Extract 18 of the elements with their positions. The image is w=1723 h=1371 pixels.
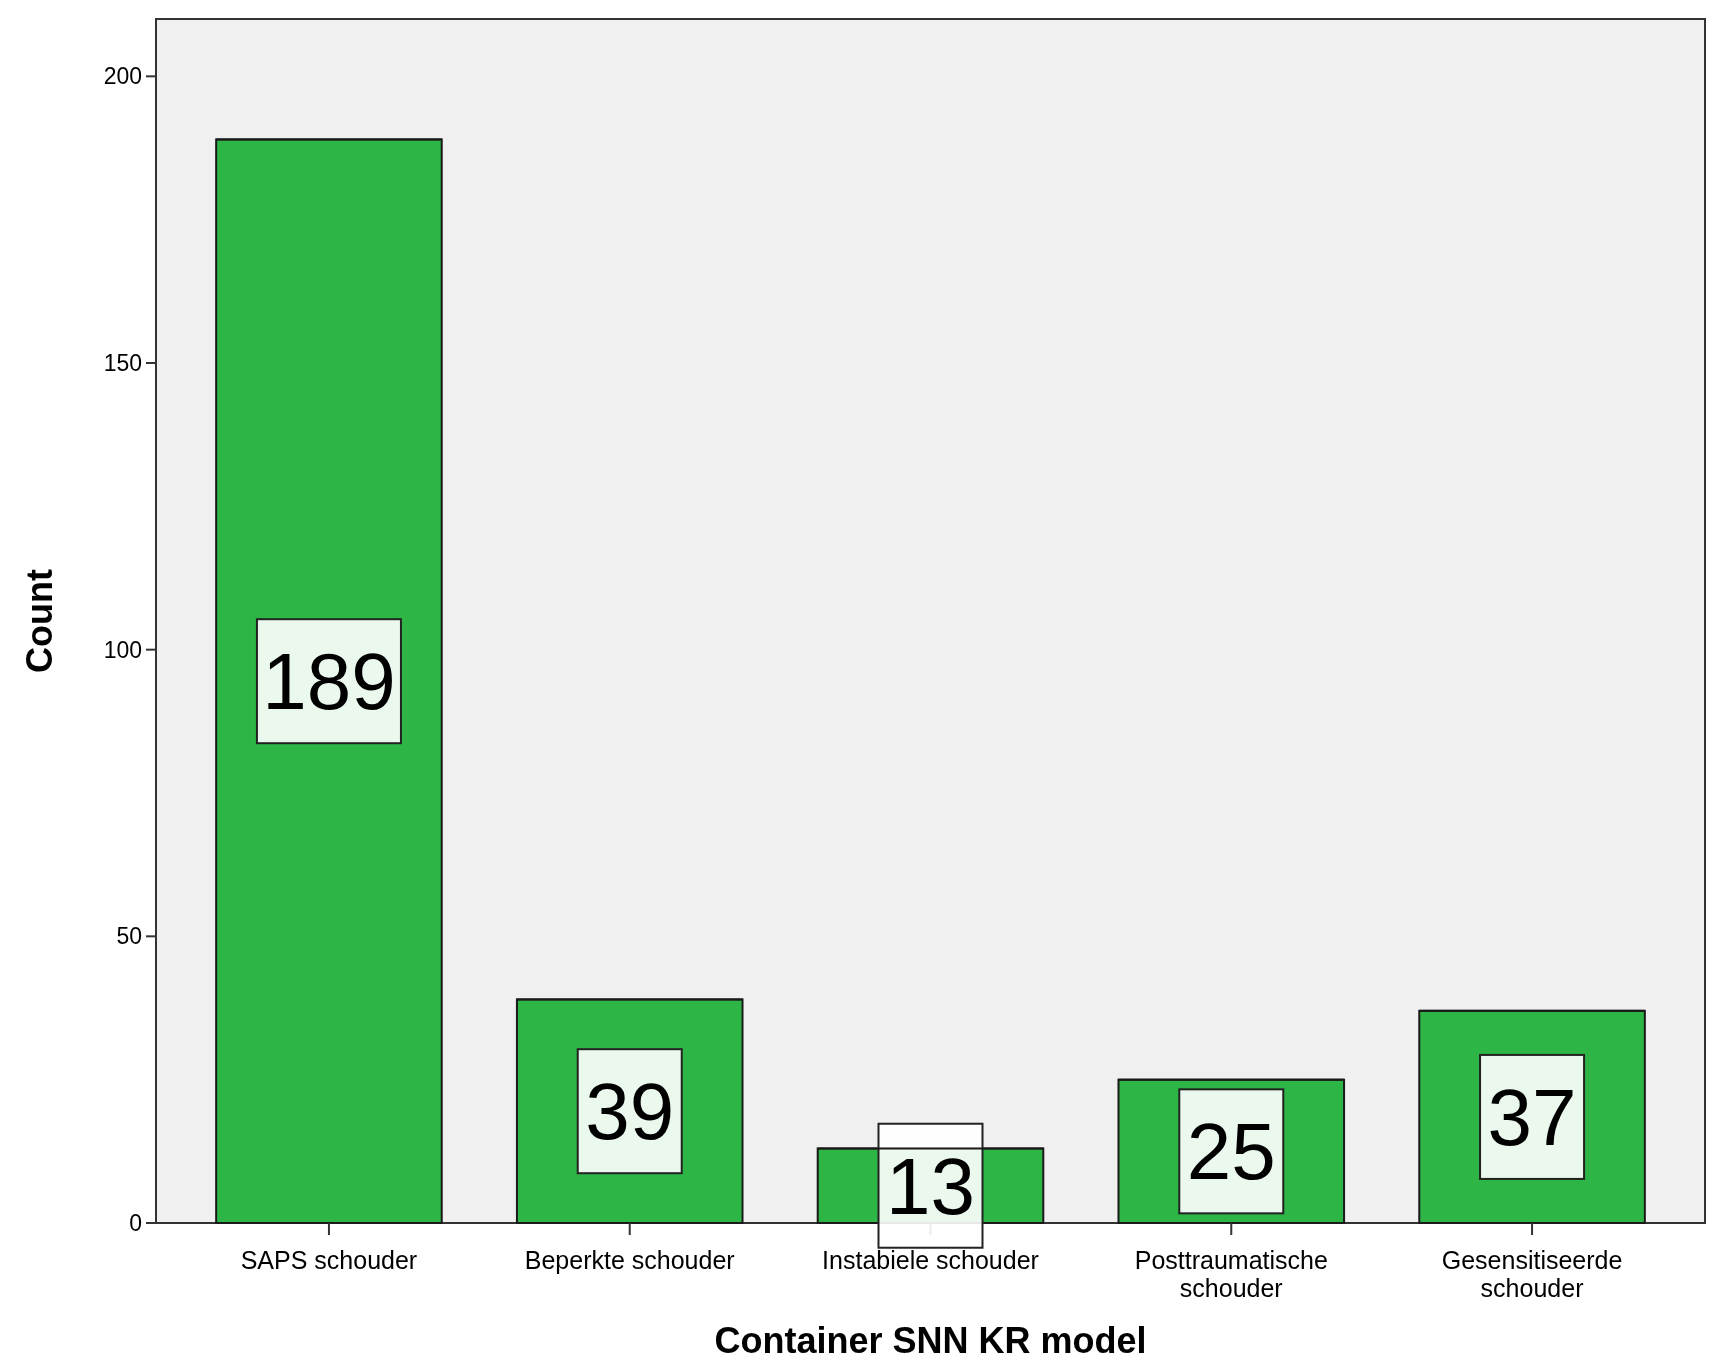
data-label: 39 [585,1067,675,1157]
data-label: 13 [886,1141,975,1231]
data-label: 189 [262,637,396,727]
y-tick-label: 100 [103,636,142,663]
data-label: 25 [1186,1107,1276,1197]
y-tick-label: 150 [103,350,142,376]
data-label: 37 [1487,1072,1577,1162]
x-axis-title: Container SNN KR model [714,1320,1147,1361]
y-tick-label: 0 [129,1210,142,1236]
y-tick-label: 200 [103,63,142,90]
x-tick-label: SAPS schouder [240,1246,418,1274]
x-tick-label: Instabiele schouder [822,1246,1039,1274]
y-tick-label: 50 [116,923,142,950]
x-tick-label: Beperkte schouder [524,1246,735,1274]
y-axis-title: Count [19,569,60,673]
x-tick-label: Posttraumatische schouder [1134,1246,1328,1302]
x-tick-label: Gesensitiseerde schouder [1441,1246,1623,1302]
bar [215,138,443,1224]
